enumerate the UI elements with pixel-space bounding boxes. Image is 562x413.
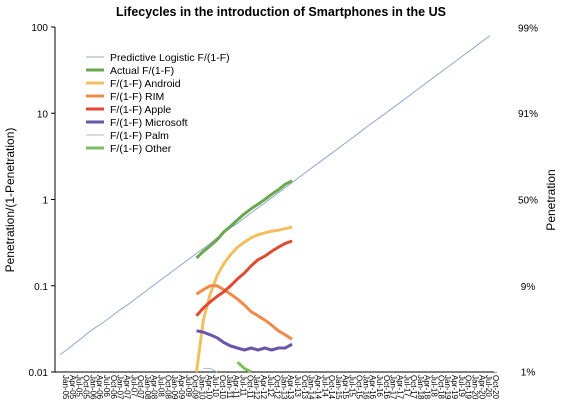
x-tick-label: Jul-15 — [348, 375, 357, 397]
x-tick-label: Jan-19 — [443, 375, 452, 400]
x-tick-label: Oct-06 — [109, 375, 118, 400]
x-tick-label: Jul-12 — [266, 375, 275, 397]
x-tick-label: Apr-08 — [150, 375, 159, 400]
x-tick-label: Oct-19 — [464, 375, 473, 400]
series-line — [196, 329, 293, 352]
y-tick-label: 0.01 — [29, 368, 49, 379]
y-tick-label: 100 — [31, 23, 48, 34]
x-tick-label: Jul-18 — [430, 375, 439, 397]
legend-label: F/(1-F) Microsoft — [110, 117, 188, 129]
x-tick-label: Jul-16 — [375, 375, 384, 397]
y2-tick-label: 99% — [518, 23, 538, 34]
x-tick-label: Oct-05 — [81, 375, 90, 400]
y-tick-label: 0.1 — [34, 282, 48, 293]
x-tick-label: Apr-17 — [395, 375, 404, 400]
x-tick-label: Oct-13 — [300, 375, 309, 400]
y2-tick-label: 1% — [521, 368, 536, 379]
x-tick-label: Jan-11 — [225, 375, 234, 399]
legend-label: F/(1-F) Android — [110, 78, 181, 90]
x-tick-label: Apr-16 — [368, 375, 377, 400]
y2-tick-label: 91% — [518, 109, 538, 120]
x-tick-label: Apr-14 — [314, 375, 323, 400]
x-tick-label: Apr-11 — [232, 375, 241, 399]
x-tick-label: Jan-15 — [334, 375, 343, 400]
x-tick-label: Oct-17 — [409, 375, 418, 400]
x-tick-label: Oct-12 — [273, 375, 282, 400]
x-tick-label: Jul-10 — [211, 375, 220, 397]
legend-label: F/(1-F) Palm — [110, 130, 169, 142]
x-tick-label: Apr-07 — [122, 375, 131, 400]
x-tick-label: Jan-06 — [88, 375, 97, 400]
x-tick-label: Jul-11 — [238, 375, 247, 397]
x-tick-label: Apr-09 — [177, 375, 186, 400]
x-tick-label: Jan-16 — [361, 375, 370, 400]
x-tick-label: Apr-15 — [341, 375, 350, 400]
x-tick-label: Jan-09 — [170, 375, 179, 400]
y-axis-label: Penetration/(1-Penetration) — [3, 128, 17, 273]
x-tick-label: Jan-20 — [471, 375, 480, 400]
x-tick-label: Apr-13 — [286, 375, 295, 400]
x-tick-label: Apr-18 — [423, 375, 432, 400]
legend-label: Predictive Logistic F/(1-F) — [110, 52, 230, 64]
x-tick-label: Apr-05 — [68, 375, 77, 400]
x-tick-label: Jul-09 — [184, 375, 193, 397]
x-tick-label: Apr-10 — [204, 375, 213, 400]
x-tick-label: Apr-12 — [259, 375, 268, 400]
x-tick-label: Jan-18 — [416, 375, 425, 400]
series-line — [195, 179, 293, 260]
x-tick-label: Jul-19 — [457, 375, 466, 397]
x-tick-label: Jul-14 — [320, 375, 329, 397]
x-tick-label: Jan-13 — [279, 375, 288, 400]
x-tick-label: Jan-12 — [252, 375, 261, 400]
y-tick-label: 1 — [42, 196, 48, 207]
series-line — [195, 284, 293, 341]
x-tick-label: Oct-16 — [382, 375, 391, 400]
x-tick-label: Jul-08 — [157, 375, 166, 397]
x-tick-label: Jul-07 — [129, 375, 138, 397]
x-tick-label: Jul-06 — [102, 375, 111, 397]
x-tick-label: Oct-18 — [436, 375, 445, 400]
x-tick-label: Jan-08 — [143, 375, 152, 400]
y2-axis-label: Penetration — [544, 169, 558, 230]
series-line — [195, 239, 293, 317]
series-line — [236, 361, 252, 374]
x-tick-label: Jul-17 — [402, 375, 411, 397]
x-tick-label: Oct-07 — [136, 375, 145, 400]
x-tick-label: Oct-20 — [491, 375, 500, 400]
y2-tick-label: 9% — [521, 282, 536, 293]
legend-label: F/(1-F) Other — [110, 143, 172, 155]
series-line — [203, 367, 218, 373]
x-tick-label: Oct-14 — [327, 375, 336, 400]
legend-label: F/(1-F) RIM — [110, 91, 164, 103]
x-tick-label: Jul-13 — [293, 375, 302, 397]
x-tick-label: Oct-08 — [163, 375, 172, 400]
x-tick-label: Oct-11 — [245, 375, 254, 399]
chart-title: Lifecycles in the introduction of Smartp… — [116, 5, 446, 19]
x-tick-label: Oct-10 — [218, 375, 227, 400]
x-tick-label: Jan-05 — [61, 375, 70, 400]
series-line — [195, 225, 293, 373]
x-tick-label: Jan-10 — [198, 375, 207, 400]
x-tick-label: Jul-20 — [484, 375, 493, 397]
x-tick-label: Oct-15 — [354, 375, 363, 400]
y2-tick-label: 50% — [518, 196, 538, 207]
legend-label: Actual F/(1-F) — [110, 65, 174, 77]
x-tick-label: Apr-20 — [477, 375, 486, 400]
x-tick-label: Jan-17 — [389, 375, 398, 400]
x-tick-label: Oct-09 — [191, 375, 200, 400]
x-tick-label: Jan-07 — [116, 375, 125, 400]
x-tick-label: Apr-19 — [450, 375, 459, 400]
y-tick-label: 10 — [37, 109, 49, 120]
legend-label: F/(1-F) Apple — [110, 104, 171, 116]
series-line — [59, 35, 491, 355]
x-tick-label: Jan-14 — [307, 375, 316, 400]
x-tick-label: Jul-05 — [75, 375, 84, 397]
x-tick-label: Apr-06 — [95, 375, 104, 400]
